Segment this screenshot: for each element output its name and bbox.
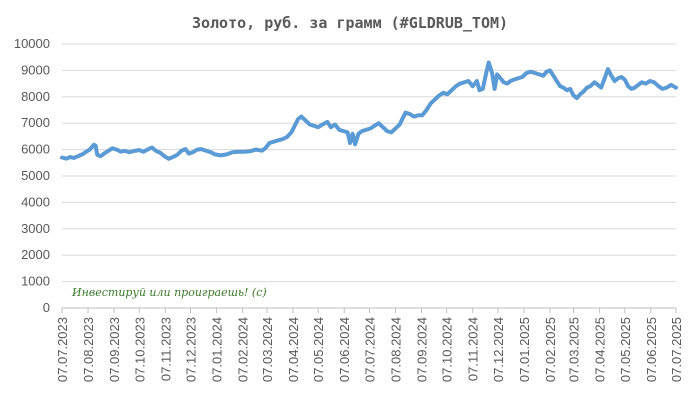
x-tick-label: 07.10.2023 [132, 317, 147, 382]
y-tick-label: 1000 [21, 274, 50, 289]
y-axis-tick-labels: 0 1000 2000 3000 4000 5000 6000 7000 8000 9000 100… [14, 36, 50, 315]
y-tick-label: 5000 [21, 168, 50, 183]
x-tick-label: 07.08.2023 [81, 317, 96, 382]
x-tick-label: 07.01.2025 [517, 317, 532, 382]
y-tick-label: 9000 [21, 62, 50, 77]
x-tick-label: 07.04.2024 [286, 317, 301, 382]
x-tick-label: 07.09.2024 [414, 317, 429, 382]
x-tick-label: 07.12.2023 [184, 317, 199, 382]
gridlines [62, 43, 676, 309]
y-tick-label: 6000 [21, 142, 50, 157]
x-tick-label: 07.03.2024 [260, 317, 275, 382]
x-tick-label: 07.07.2023 [55, 317, 70, 382]
x-tick-label: 07.07.2024 [362, 317, 377, 382]
x-tick-label: 07.08.2024 [388, 317, 403, 382]
x-tick-label: 07.01.2024 [210, 317, 225, 382]
x-axis-tick-labels: 07.07.2023 07.08.2023 07.09.2023 07.10.2023… [55, 308, 684, 382]
x-tick-label: 07.02.2024 [236, 317, 251, 382]
y-tick-label: 2000 [21, 247, 50, 262]
x-tick-label: 07.05.2024 [311, 317, 326, 382]
x-tick-label: 07.10.2024 [440, 317, 455, 382]
x-tick-label: 07.12.2024 [491, 317, 506, 382]
annotation-text: Инвестируй или проиграешь! (с) [71, 286, 267, 299]
y-tick-label: 10000 [14, 36, 50, 51]
series-line [60, 60, 678, 161]
x-tick-label: 07.06.2025 [644, 317, 659, 382]
x-tick-label: 07.06.2024 [337, 317, 352, 382]
y-tick-label: 3000 [21, 221, 50, 236]
x-tick-label: 07.11.2023 [158, 317, 173, 381]
x-tick-label: 07.05.2025 [618, 317, 633, 382]
x-tick-label: 07.11.2024 [466, 317, 481, 381]
series-polyline [60, 60, 678, 161]
x-tick-label: 07.07.2025 [669, 317, 684, 382]
y-tick-label: 7000 [21, 115, 50, 130]
x-tick-label: 07.09.2023 [107, 317, 122, 382]
y-tick-label: 4000 [21, 194, 50, 209]
x-tick-label: 07.03.2025 [567, 317, 582, 382]
x-tick-label: 07.04.2025 [593, 317, 608, 382]
y-tick-label: 0 [43, 300, 50, 315]
chart-title: Золото, руб. за грамм (#GLDRUB_TOM) [191, 14, 509, 32]
x-tick-label: 07.02.2025 [543, 317, 558, 382]
y-tick-label: 8000 [21, 89, 50, 104]
